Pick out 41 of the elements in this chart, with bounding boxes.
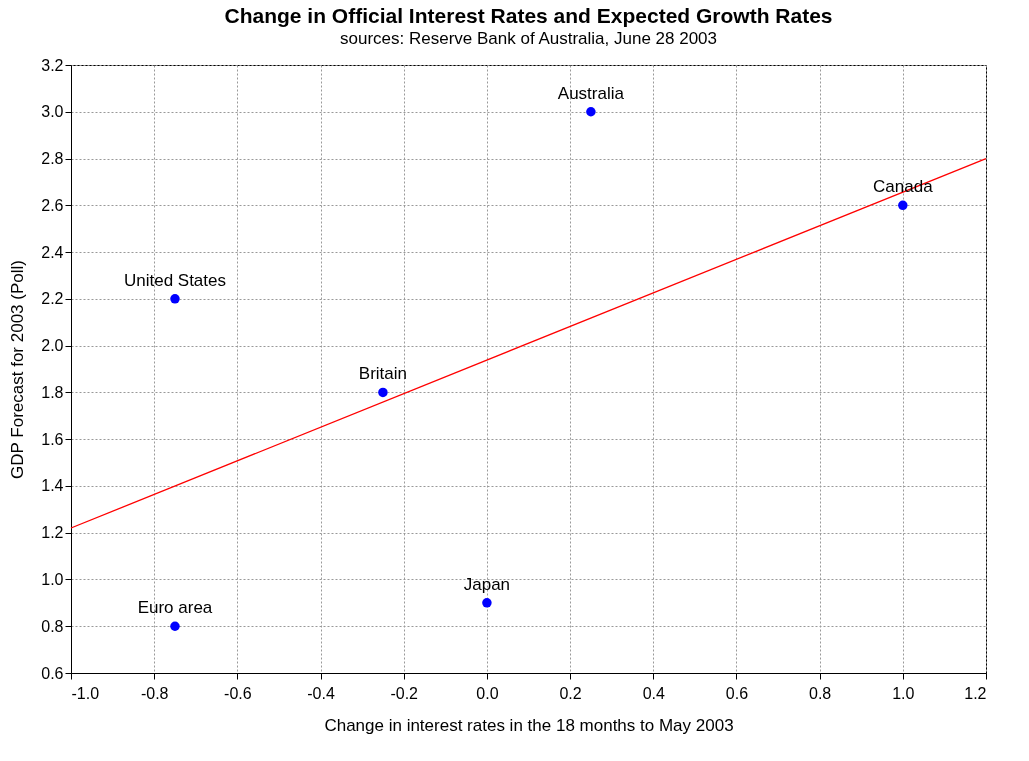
point	[170, 294, 180, 304]
chart-subtitle: sources: Reserve Bank of Australia, June 28 2003	[339, 29, 718, 48]
y-axis-title: GDP Forecast for 2003 (Poll)	[8, 260, 28, 479]
x-tick-label: 1.2	[964, 684, 987, 702]
y-tick-label: 3.0	[41, 103, 64, 121]
point	[378, 387, 388, 398]
point	[170, 621, 180, 631]
x-tick-label: -0.8	[140, 684, 169, 702]
x-tick-label: 0.8	[809, 684, 832, 702]
y-tick-label: 1.8	[41, 383, 64, 401]
annotation: Britain	[358, 364, 408, 384]
x-tick-label: 0.4	[642, 684, 665, 702]
x-tick-label: 0.0	[476, 684, 499, 702]
x-tick-label: -0.6	[224, 684, 252, 702]
y-tick-label: 1.0	[41, 570, 64, 588]
y-tick-label: 2.0	[41, 337, 64, 355]
x-tick-label: -1.0	[71, 684, 100, 702]
y-tick-label: 2.2	[41, 290, 64, 308]
x-tick-label: 0.6	[725, 684, 749, 702]
point	[586, 107, 596, 117]
chart-title: Change in Official Interest Rates and Expected Growth Rates	[224, 4, 833, 27]
point	[898, 200, 908, 211]
y-tick-label: 0.8	[41, 617, 64, 635]
annotation: Euro area	[137, 598, 213, 618]
y-tick-label: 1.4	[41, 477, 64, 495]
x-tick-label: -0.4	[307, 684, 335, 702]
y-tick-label: 2.8	[41, 150, 64, 168]
y-tick-label: 2.4	[41, 243, 64, 261]
x-tick-label: -0.2	[390, 684, 419, 702]
y-tick-label: 3.2	[41, 56, 64, 74]
annotation: United States	[123, 270, 227, 290]
annotation: Australia	[557, 83, 625, 103]
y-tick-label: 0.6	[41, 664, 64, 682]
y-tick-label: 2.6	[41, 196, 64, 214]
y-tick-label: 1.6	[41, 430, 64, 448]
point	[482, 598, 492, 608]
x-tick-label: 1.0	[892, 684, 915, 702]
x-axis-title: Change in interest rates in the 18 months to May 2003	[324, 715, 734, 735]
x-tick-label: 0.2	[559, 684, 582, 702]
annotation: Japan	[463, 574, 511, 594]
y-tick-label: 1.2	[41, 524, 64, 542]
